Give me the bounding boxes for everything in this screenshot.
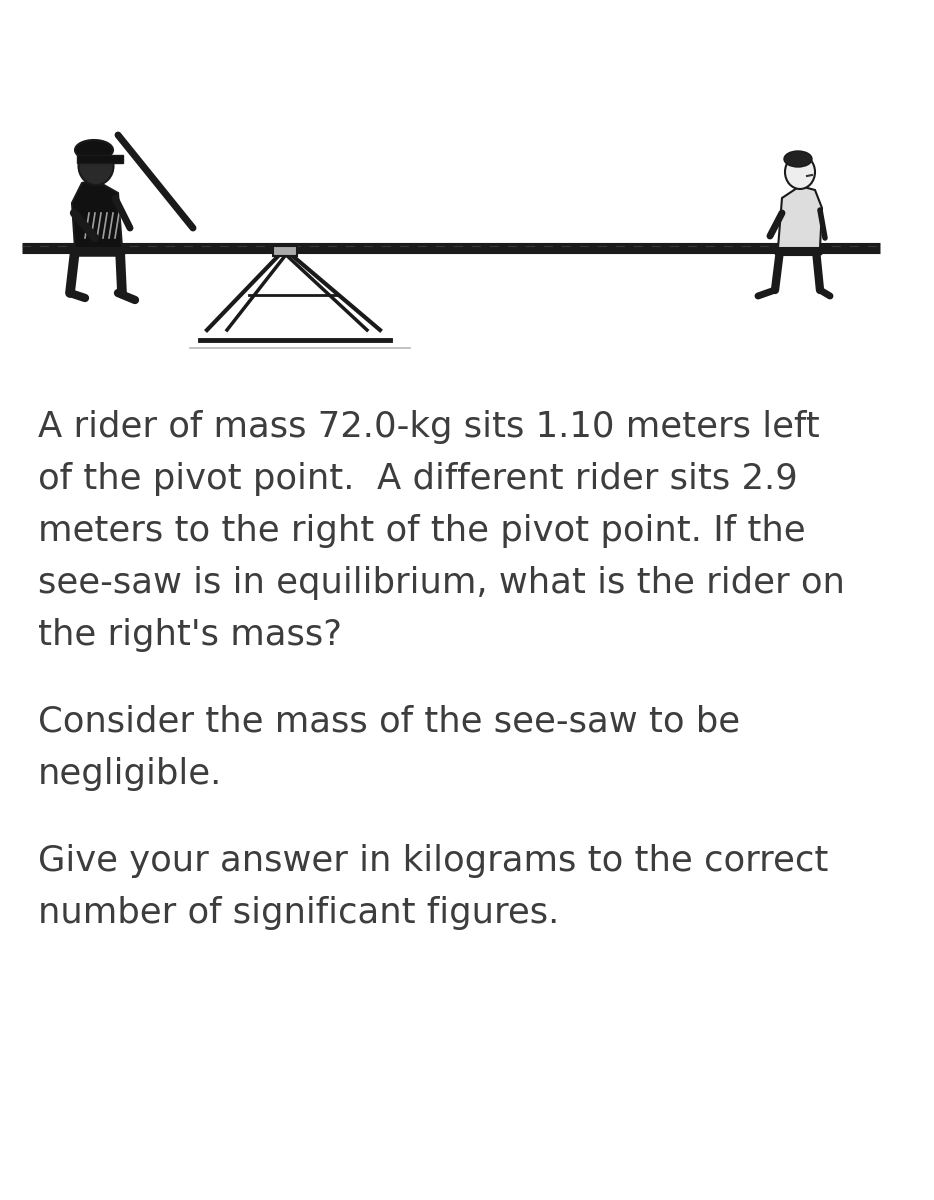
Text: meters to the right of the pivot point. If the: meters to the right of the pivot point. … [38,514,806,548]
Text: the right's mass?: the right's mass? [38,618,342,652]
Text: Consider the mass of the see-saw to be: Consider the mass of the see-saw to be [38,704,740,739]
Text: of the pivot point.  A different rider sits 2.9: of the pivot point. A different rider si… [38,462,798,496]
Ellipse shape [784,151,812,167]
Text: A rider of mass 72.0-kg sits 1.10 meters left: A rider of mass 72.0-kg sits 1.10 meters… [38,410,820,444]
Ellipse shape [75,140,113,160]
Text: Give your answer in kilograms to the correct: Give your answer in kilograms to the cor… [38,844,828,878]
Polygon shape [778,186,822,248]
Text: negligible.: negligible. [38,757,222,791]
Polygon shape [72,180,122,248]
Bar [77,155,123,163]
Ellipse shape [78,146,114,185]
Ellipse shape [785,155,815,188]
Text: see-saw is in equilibrium, what is the rider on: see-saw is in equilibrium, what is the r… [38,566,845,600]
Text: number of significant figures.: number of significant figures. [38,896,559,930]
Bar [273,246,297,256]
